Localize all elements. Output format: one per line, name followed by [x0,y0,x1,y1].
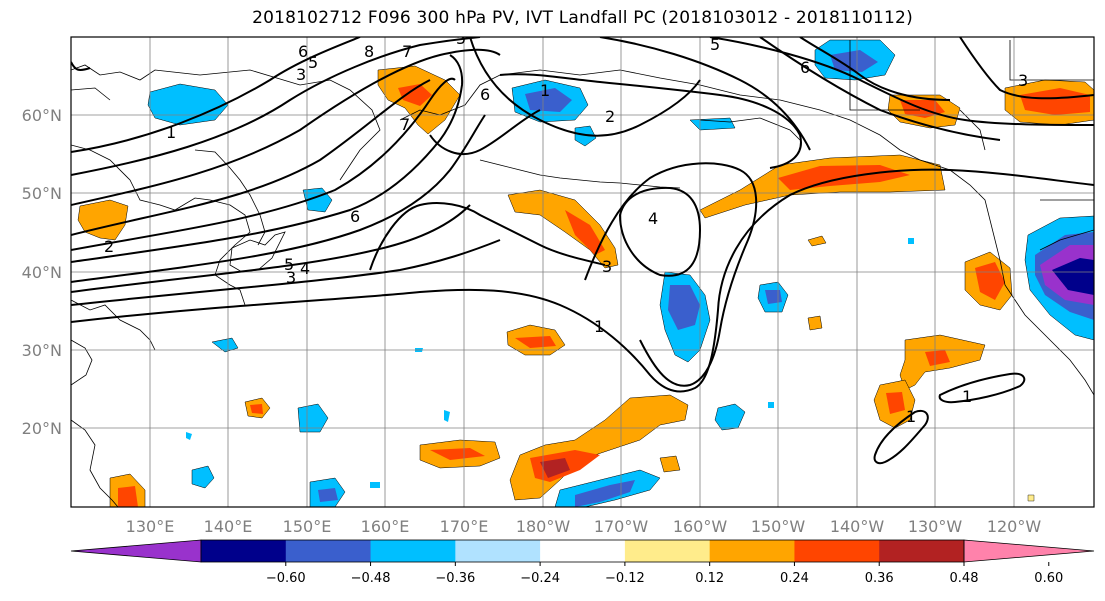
latitude-labels: 60°N 50°N 40°N 30°N 20°N [22,106,62,438]
colorbar-tick-label: 0.60 [1034,571,1063,586]
colorbar-segment [794,540,880,562]
contour-label: 5 [284,255,294,274]
lon-label: 170°E [440,517,489,536]
lon-label: 160°E [361,517,410,536]
contour-label: 5 [308,53,318,72]
colorbar-tick-label: 0.48 [950,571,979,586]
colorbar-segment [370,540,456,562]
colorbar-segment [455,540,541,562]
map-area: 6 8 7 5 5 3 1 7 6 1 2 6 6 3 5 4 3 2 4 3 … [71,29,1094,507]
contour-label: 3 [286,268,296,287]
colorbar-segment [709,540,795,562]
colorbar-segment [879,540,965,562]
colorbar-tick-label: −0.36 [435,571,475,586]
longitude-labels: 130°E 140°E 150°E 160°E 170°E 180°W 170°… [126,517,1042,536]
contour-labels: 6 8 7 5 5 3 1 7 6 1 2 6 6 3 5 4 3 2 4 3 … [104,29,1028,426]
contour-label: 3 [1018,71,1028,90]
contour-label: 1 [906,407,916,426]
contour-label: 5 [710,35,720,54]
colorbar-tick-label: −0.24 [520,571,560,586]
colorbar-tick-label: −0.12 [605,571,645,586]
contour-label: 4 [300,259,310,278]
contour-label: 3 [296,65,306,84]
contour-label: 1 [594,317,604,336]
contour-label: 7 [400,115,410,134]
contour-label: 6 [298,42,308,61]
contour-label: 1 [962,387,972,406]
colorbar-tick-label: −0.60 [266,571,306,586]
colorbar-segment [540,540,626,562]
colorbar-extension-high [963,539,1095,563]
contour-label: 4 [648,209,658,228]
contour-label: 6 [800,58,810,77]
contour-label: 3 [602,257,612,276]
colorbar-segment [285,540,372,562]
lon-label: 130°E [126,517,175,536]
lon-label: 170°W [594,517,649,536]
lon-label: 140°W [830,517,885,536]
contour-label: 2 [104,237,114,256]
lon-label: 150°E [283,517,332,536]
lat-label: 60°N [22,106,62,125]
lat-label: 20°N [22,419,62,438]
contour-label: 6 [350,207,360,226]
contour-label: 5 [456,29,466,48]
colorbar: −0.60 −0.48 −0.36 −0.24 −0.12 0.12 0.24 0.36 0.4… [70,539,1095,586]
lon-label: 130°W [908,517,963,536]
pv-shading [77,39,1094,507]
contour-label: 1 [540,81,550,100]
lon-label: 140°E [204,517,253,536]
contour-label: 1 [166,123,176,142]
contour-label: 8 [364,42,374,61]
contour-label: 2 [605,107,615,126]
lat-label: 50°N [22,184,62,203]
colorbar-segment [624,540,711,562]
ivt-contours [71,37,1094,465]
lat-label: 30°N [22,341,62,360]
colorbar-segment [201,540,287,562]
colorbar-tick-label: 0.36 [865,571,894,586]
lon-label: 150°W [751,517,806,536]
colorbar-border [200,539,965,563]
contour-label: 7 [402,42,412,61]
colorbar-extension-low [70,539,202,563]
colorbar-tick-label: 0.12 [695,571,724,586]
contour-label: 6 [480,85,490,104]
map-title: 2018102712 F096 300 hPa PV, IVT Landfall… [252,8,913,28]
colorbar-tick-label: 0.24 [780,571,809,586]
lon-label: 160°W [673,517,728,536]
map-border [70,36,1095,508]
lon-label: 180°W [516,517,571,536]
lat-label: 40°N [22,263,62,282]
lon-label: 120°W [987,517,1042,536]
colorbar-tick-label: −0.48 [351,571,391,586]
